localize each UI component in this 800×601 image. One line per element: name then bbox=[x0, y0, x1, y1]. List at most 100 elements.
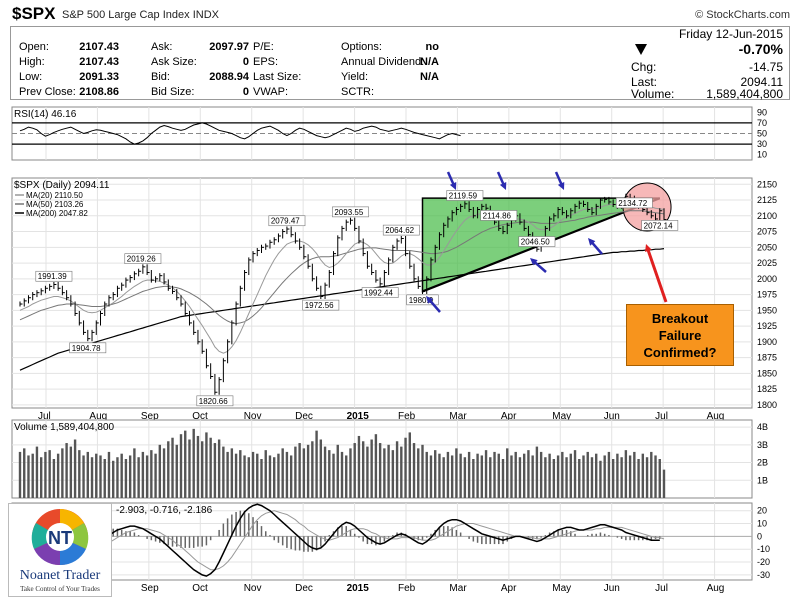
quote-value: 0 bbox=[242, 86, 249, 98]
volume-bar bbox=[256, 453, 259, 498]
month-tick-label: Oct bbox=[192, 583, 208, 594]
volume-bar bbox=[472, 459, 475, 498]
price-annotation-box bbox=[518, 236, 556, 247]
month-tick-label: Mar bbox=[449, 583, 467, 594]
volume-tick-label: 2B bbox=[757, 458, 768, 468]
blue-arrow bbox=[428, 298, 441, 313]
volume-bar bbox=[662, 469, 666, 498]
volume-bar bbox=[484, 450, 488, 498]
logo-tagline: Take Control of Your Trades bbox=[20, 585, 100, 593]
price-annotation-label: 1980.9 bbox=[409, 296, 434, 305]
quote-panel: Open: 2107.43 High: 2107.43 Low: 2091.33… bbox=[10, 26, 790, 101]
price-tick-label: 2050 bbox=[757, 242, 777, 252]
month-tick-label: Dec bbox=[295, 411, 313, 422]
volume-bar bbox=[107, 451, 111, 498]
price-annotation-box bbox=[268, 215, 306, 227]
volume-bar bbox=[99, 455, 102, 498]
volume-bar bbox=[522, 453, 526, 498]
volume-bar bbox=[349, 448, 352, 498]
price-tick-label: 2025 bbox=[757, 258, 777, 268]
volume-bar bbox=[527, 450, 530, 498]
volume-bar bbox=[217, 439, 221, 498]
volume-bar bbox=[514, 451, 517, 498]
price-label: $SPX (Daily) 2094.11 bbox=[14, 180, 110, 191]
price-annotation-label: 2019.26 bbox=[127, 255, 156, 264]
blue-arrow bbox=[532, 260, 547, 273]
price-tick-label: 1900 bbox=[757, 337, 777, 347]
breakout-callout: Breakout Failure Confirmed? bbox=[626, 304, 734, 366]
volume-bar bbox=[302, 448, 306, 498]
macd-tick-label: -30 bbox=[757, 570, 770, 580]
month-tick-label: May bbox=[552, 583, 571, 594]
exchange-code: INDX bbox=[192, 9, 219, 21]
quote-value: 2108.86 bbox=[79, 86, 119, 98]
volume-bar bbox=[429, 455, 433, 498]
volume-bar bbox=[374, 434, 378, 498]
volume-tick-label: 3B bbox=[757, 440, 768, 450]
volume-bar bbox=[61, 448, 64, 498]
volume-bar bbox=[421, 444, 424, 498]
price-annotation-box bbox=[196, 395, 234, 407]
volume-bar bbox=[35, 446, 39, 498]
price-annotation-box bbox=[69, 342, 107, 354]
quote-label: Yield: bbox=[341, 71, 369, 83]
price-annotation-label: 2134.72 bbox=[618, 199, 647, 208]
month-tick-label: Apr bbox=[501, 583, 517, 594]
blue-arrow-head bbox=[449, 182, 457, 190]
rsi-tick-label: 30 bbox=[757, 139, 767, 149]
price-annotation-label: 1972.56 bbox=[305, 301, 334, 310]
quote-label: Low: bbox=[19, 71, 43, 83]
ma200-line bbox=[19, 248, 665, 371]
volume-bar bbox=[239, 450, 242, 498]
volume-bar bbox=[179, 434, 183, 498]
volume-bar bbox=[616, 453, 619, 498]
logo-wheel-icon: NT bbox=[31, 509, 89, 566]
volume-bar bbox=[569, 453, 572, 498]
price-annotation-box bbox=[382, 224, 420, 236]
price-annotation-box bbox=[406, 294, 439, 306]
volume-bar bbox=[247, 457, 250, 498]
quote-label: Prev Close: bbox=[19, 86, 76, 98]
month-tick-label: Jun bbox=[604, 411, 620, 422]
red-arrow bbox=[646, 248, 668, 303]
volume-bar bbox=[82, 455, 85, 498]
volume-bar bbox=[251, 451, 255, 498]
volume-bar bbox=[400, 446, 403, 498]
month-tick-label: Aug bbox=[89, 411, 107, 422]
volume-bar bbox=[370, 439, 373, 498]
volume-bar bbox=[319, 439, 323, 498]
price-annotation-box bbox=[361, 287, 399, 298]
volume-bar bbox=[404, 437, 407, 498]
volume-label: Volume 1,589,404,800 bbox=[14, 422, 115, 433]
volume-bar bbox=[281, 448, 284, 498]
quote-label: Volume: bbox=[631, 87, 675, 101]
volume-bar bbox=[44, 451, 47, 498]
volume-bar bbox=[150, 450, 153, 498]
volume-bar bbox=[590, 457, 594, 498]
price-tick-label: 1875 bbox=[757, 353, 777, 363]
month-tick-label: 2015 bbox=[347, 583, 370, 594]
month-tick-label: Aug bbox=[707, 583, 725, 594]
quote-value: no bbox=[425, 41, 439, 53]
volume-panel: 4B 3B 2B 1B Volume 1,589,404,800 bbox=[11, 419, 768, 499]
price-panel: 1800 1825 1850 1875 1900 1925 1950 1975 2000 2025… bbox=[11, 177, 777, 422]
volume-bar bbox=[86, 451, 89, 498]
volume-bar bbox=[366, 446, 369, 498]
quote-label: Bid Size: bbox=[151, 86, 195, 98]
volume-bar bbox=[340, 451, 344, 498]
volume-bar bbox=[654, 455, 657, 498]
volume-bar bbox=[137, 457, 140, 498]
month-tick-label: Apr bbox=[501, 411, 517, 422]
volume-bar bbox=[611, 459, 615, 498]
volume-bar bbox=[230, 448, 234, 498]
quote-date: Friday 12-Jun-2015 bbox=[678, 27, 783, 41]
volume-bar bbox=[260, 459, 263, 498]
volume-bar bbox=[633, 451, 636, 498]
down-triangle-icon bbox=[635, 44, 647, 55]
legend-entry: MA(200) 2047.82 bbox=[26, 209, 88, 218]
volume-bar bbox=[78, 450, 81, 498]
volume-bar bbox=[446, 451, 450, 498]
volume-bar bbox=[497, 453, 500, 498]
month-tick-label: Jul bbox=[38, 411, 51, 422]
